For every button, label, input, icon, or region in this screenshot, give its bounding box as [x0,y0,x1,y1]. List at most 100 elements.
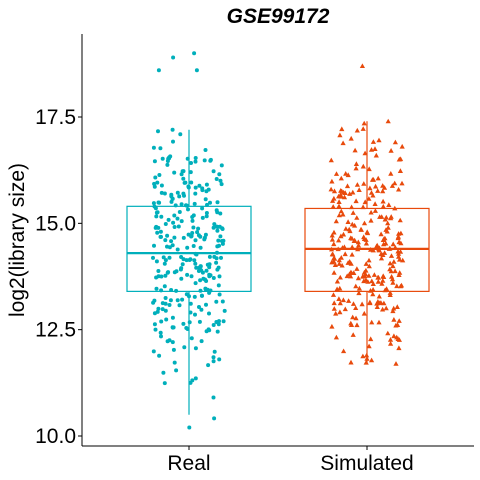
data-point [193,238,198,243]
data-point [376,293,382,299]
data-point [341,194,348,200]
data-point [334,286,340,292]
data-point [375,274,381,280]
data-point [348,269,354,275]
data-point [333,218,339,224]
data-point [387,292,393,297]
data-point [344,273,350,279]
data-point [388,341,394,346]
data-point [396,239,402,245]
data-point [212,416,217,421]
data-point [175,216,180,221]
series-real [126,51,252,430]
data-point [215,267,220,272]
data-point [200,293,204,298]
data-point [350,210,356,215]
data-point [163,301,168,306]
data-point [369,278,375,284]
data-point [199,339,204,344]
data-point [205,287,210,292]
data-point [193,346,198,351]
data-point [370,291,376,297]
data-point [388,253,395,258]
data-point [385,220,391,226]
data-point [163,238,168,243]
data-point [184,292,189,297]
data-point [193,281,198,286]
data-point [151,201,156,206]
data-point [338,255,344,260]
data-point [156,306,161,311]
data-point [204,182,209,187]
data-point [333,334,339,340]
data-point [160,156,165,161]
data-point [390,241,396,247]
data-point [211,359,216,364]
data-point [397,217,403,223]
data-point [354,215,360,220]
data-point [362,150,368,156]
data-point [217,357,222,362]
data-point [361,220,368,226]
data-point [220,226,225,231]
data-point [336,296,342,301]
data-point [188,310,193,315]
data-point [215,228,220,233]
data-point [367,185,373,191]
data-point [207,328,212,333]
data-point [155,180,160,185]
data-point [372,201,378,206]
data-point [185,245,190,250]
data-point [354,127,360,133]
data-point [366,273,372,278]
data-point [190,231,195,235]
data-point [343,171,349,176]
data-point [165,244,169,249]
data-point [388,148,394,153]
data-point [342,251,348,257]
data-point [355,239,361,245]
data-point [363,261,369,266]
data-point [368,147,375,152]
data-point [332,256,338,261]
data-point [353,165,359,171]
data-point [375,279,381,284]
data-point [194,265,199,270]
data-point [159,274,164,279]
data-point [169,288,174,292]
y-tick-label: 10.0 [35,425,76,448]
data-point [359,301,365,307]
data-point [165,159,170,163]
data-point [197,183,202,188]
data-point [217,274,222,279]
data-point [192,258,197,263]
data-point [198,245,203,250]
data-point [154,286,159,291]
data-point [152,298,157,303]
data-point [158,146,163,151]
data-point [151,145,156,150]
data-point [395,322,401,327]
data-point [204,302,208,307]
data-point [152,204,157,209]
data-point [368,209,374,215]
data-point [360,126,366,131]
data-point [189,161,193,165]
data-point [188,170,193,175]
data-point [392,268,398,274]
data-point [382,250,388,255]
data-point [163,258,168,263]
data-point [198,234,203,239]
data-point [212,349,217,354]
series-simulated [304,63,430,366]
data-point [395,336,401,341]
data-point [214,177,219,181]
data-point [162,191,167,196]
data-point [203,197,208,202]
data-point [337,274,343,280]
data-point [163,308,168,313]
data-point [371,272,377,277]
data-point [329,251,335,257]
data-point [159,288,164,293]
data-point [198,288,203,293]
